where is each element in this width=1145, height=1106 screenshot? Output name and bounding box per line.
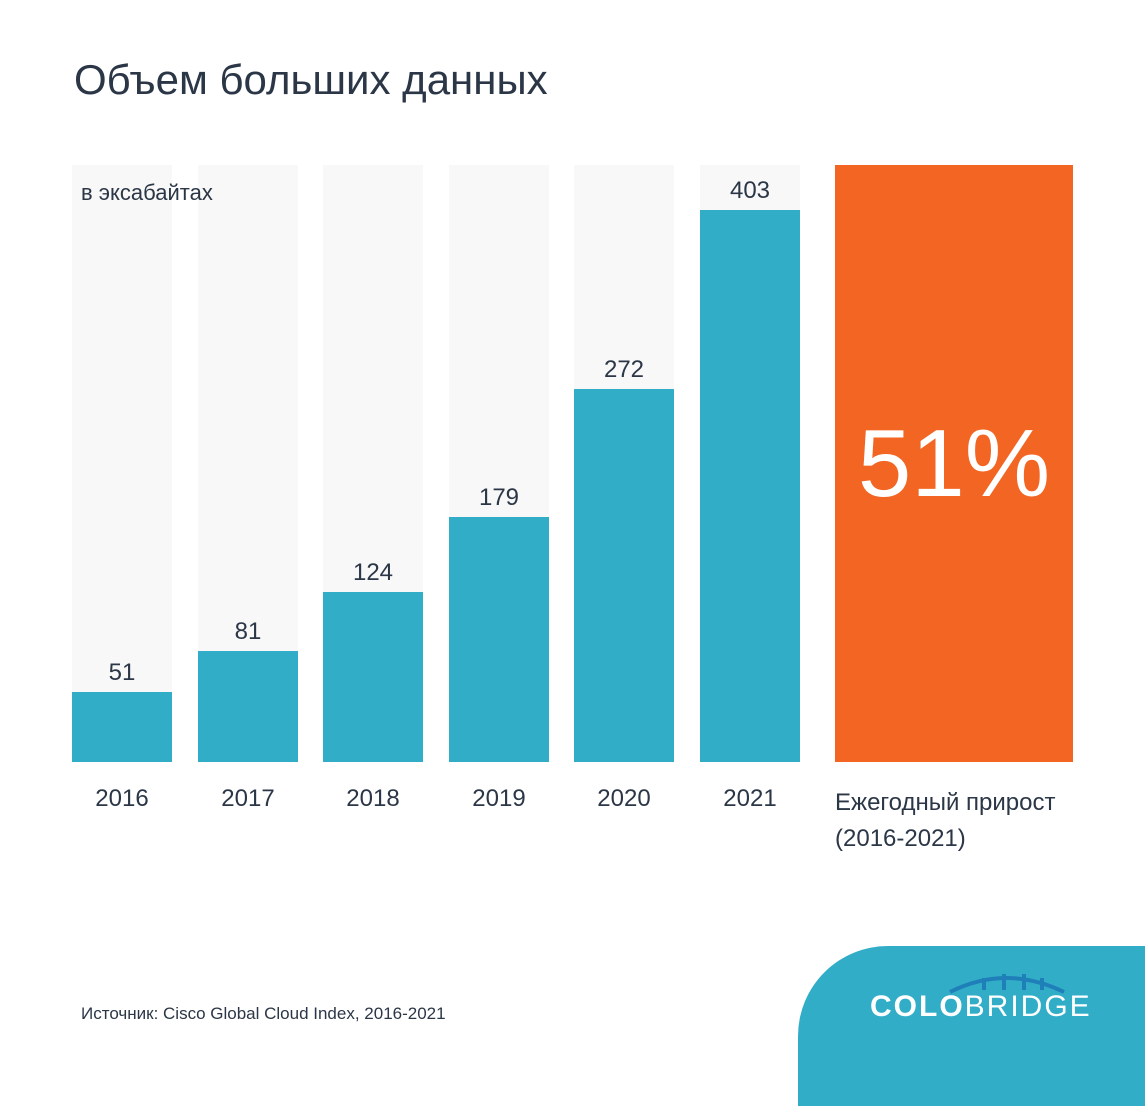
year-label: 2018 [346,785,400,812]
bar-2016 [72,692,172,762]
value-label: 124 [352,559,394,587]
growth-value: 51% [857,409,1051,517]
year-label: 2021 [723,785,777,812]
bar-2020 [574,389,674,762]
value-label: 51 [108,659,136,687]
year-label: 2017 [221,785,275,812]
bar-2018 [323,592,423,762]
colobridge-logo: COLOBRIDGE [870,990,1092,1023]
unit-label: в эксабайтах [81,180,213,205]
value-label: 272 [603,356,645,384]
year-label: 2016 [95,785,149,812]
chart-title: Объем больших данных [74,56,548,103]
year-label: 2019 [472,785,526,812]
value-label: 81 [234,618,262,646]
bridge-arch-icon [949,974,1065,994]
value-label: 179 [478,483,520,511]
value-label: 403 [729,177,771,204]
year-label: 2020 [597,785,651,812]
growth-label-line2: (2016-2021) [835,825,966,852]
growth-box: 51% [835,165,1073,762]
bar-2021 [700,210,800,762]
column-background [72,165,172,762]
growth-label: Ежегодный прирост (2016-2021) [835,785,1055,857]
bar-2019 [449,516,549,762]
growth-label-line1: Ежегодный прирост [835,789,1056,816]
source-note: Источник: Cisco Global Cloud Index, 2016… [81,1004,446,1023]
bar-2017 [198,651,298,762]
